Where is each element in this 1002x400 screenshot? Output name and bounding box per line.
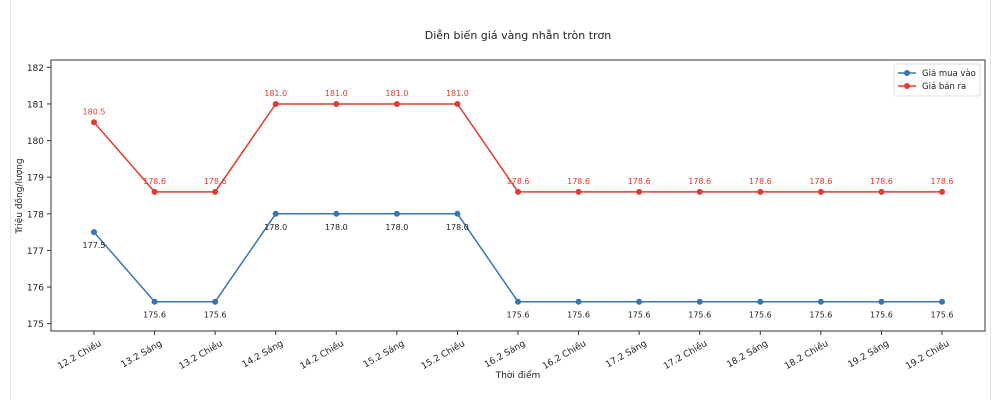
data-point bbox=[151, 298, 158, 305]
y-tick-label: 180 bbox=[27, 137, 44, 147]
x-tick-label: 13.2 Chiều bbox=[177, 338, 225, 372]
data-label: 178.6 bbox=[628, 177, 651, 186]
data-label: 178.0 bbox=[325, 223, 348, 232]
data-label: 177.5 bbox=[83, 241, 106, 250]
legend: Giá mua vào Giá bán ra bbox=[893, 63, 981, 97]
x-tick-label: 12.2 Chiều bbox=[56, 338, 104, 372]
x-tick-label: 16.2 Chiều bbox=[540, 338, 588, 372]
data-point bbox=[91, 119, 97, 126]
data-point bbox=[817, 298, 824, 305]
legend-label: Giá bán ra bbox=[922, 82, 966, 92]
x-tick-label: 18.2 Chiều bbox=[783, 338, 831, 372]
y-tick-label: 178 bbox=[27, 210, 44, 220]
data-point bbox=[757, 298, 764, 305]
x-tick-label: 15.2 Chiều bbox=[419, 338, 467, 372]
x-tick-label: 15.2 Sáng bbox=[362, 339, 406, 370]
data-label: 178.6 bbox=[567, 177, 590, 186]
y-tick-label: 177 bbox=[27, 247, 44, 257]
data-point bbox=[939, 188, 945, 195]
data-label: 178.6 bbox=[507, 177, 530, 186]
data-point bbox=[878, 298, 885, 305]
x-tick-label: 16.2 Sáng bbox=[483, 339, 527, 370]
data-point bbox=[393, 210, 400, 217]
y-tick-label: 179 bbox=[27, 174, 44, 184]
legend-marker bbox=[904, 70, 910, 76]
data-label: 178.6 bbox=[143, 177, 166, 186]
data-point bbox=[91, 229, 97, 236]
y-axis-label: Triệu đồng/lượng bbox=[14, 158, 25, 234]
x-tick-label: 19.2 Sáng bbox=[846, 339, 890, 370]
data-point bbox=[515, 298, 521, 305]
x-tick-label: 14.2 Chiều bbox=[298, 338, 346, 372]
data-label: 178.6 bbox=[204, 177, 227, 186]
y-tick-label: 176 bbox=[27, 284, 44, 294]
data-label: 181.0 bbox=[325, 89, 348, 98]
left-border bbox=[10, 0, 11, 400]
x-tick-label: 17.2 Sáng bbox=[604, 339, 648, 370]
data-label: 175.6 bbox=[931, 311, 954, 320]
data-label: 178.6 bbox=[870, 177, 893, 186]
data-label: 175.6 bbox=[870, 311, 893, 320]
data-point bbox=[939, 298, 945, 305]
plot-frame bbox=[50, 59, 986, 332]
data-point bbox=[272, 210, 279, 217]
legend-label: Giá mua vào bbox=[922, 69, 976, 79]
data-point bbox=[515, 188, 521, 195]
data-label: 181.0 bbox=[446, 89, 469, 98]
data-label: 178.6 bbox=[931, 177, 954, 186]
data-label: 175.6 bbox=[688, 311, 711, 320]
data-label: 180.5 bbox=[83, 107, 106, 116]
x-axis-label: Thời điểm bbox=[495, 370, 541, 381]
chart-title: Diễn biến giá vàng nhẫn tròn trơn bbox=[425, 29, 612, 42]
data-point bbox=[696, 188, 703, 195]
data-label: 181.0 bbox=[264, 89, 287, 98]
right-border bbox=[990, 0, 991, 400]
y-tick-label: 182 bbox=[27, 64, 44, 74]
data-point bbox=[212, 298, 219, 305]
x-tick-label: 13.2 Sáng bbox=[120, 339, 164, 370]
legend-marker bbox=[904, 83, 910, 89]
data-point bbox=[696, 298, 703, 305]
series-line bbox=[93, 213, 942, 303]
data-label: 175.6 bbox=[567, 311, 590, 320]
data-label: 175.6 bbox=[143, 311, 166, 320]
data-point bbox=[333, 210, 340, 217]
data-point bbox=[636, 188, 643, 195]
data-point bbox=[212, 188, 219, 195]
x-tick-label: 17.2 Chiều bbox=[662, 338, 710, 372]
data-point bbox=[454, 210, 461, 217]
data-point bbox=[575, 298, 582, 305]
y-tick-label: 175 bbox=[27, 320, 44, 330]
data-label: 178.6 bbox=[809, 177, 832, 186]
x-tick-label: 19.2 Chiều bbox=[904, 338, 952, 372]
data-label: 175.6 bbox=[809, 311, 832, 320]
x-tick-label: 14.2 Sáng bbox=[241, 339, 285, 370]
data-label: 175.6 bbox=[749, 311, 772, 320]
data-point bbox=[878, 188, 885, 195]
data-point bbox=[393, 100, 400, 107]
data-point bbox=[817, 188, 824, 195]
data-label: 175.6 bbox=[628, 311, 651, 320]
data-point bbox=[636, 298, 643, 305]
data-point bbox=[151, 188, 158, 195]
data-label: 178.0 bbox=[385, 223, 408, 232]
data-label: 178.0 bbox=[264, 223, 287, 232]
data-point bbox=[454, 100, 461, 107]
data-label: 178.6 bbox=[688, 177, 711, 186]
y-tick-label: 181 bbox=[27, 100, 44, 110]
x-tick-label: 18.2 Sáng bbox=[725, 339, 769, 370]
data-label: 175.6 bbox=[204, 311, 227, 320]
data-point bbox=[757, 188, 764, 195]
data-point bbox=[333, 100, 340, 107]
data-label: 178.0 bbox=[446, 223, 469, 232]
data-label: 175.6 bbox=[507, 311, 530, 320]
data-label: 178.6 bbox=[749, 177, 772, 186]
data-point bbox=[575, 188, 582, 195]
data-point bbox=[272, 100, 279, 107]
data-label: 181.0 bbox=[385, 89, 408, 98]
legend-box bbox=[893, 63, 981, 97]
